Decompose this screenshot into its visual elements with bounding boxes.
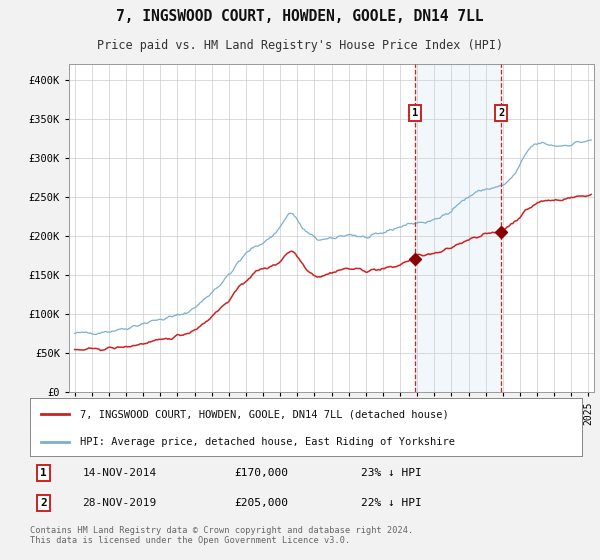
Bar <box>415 64 501 392</box>
Text: 14-NOV-2014: 14-NOV-2014 <box>82 468 157 478</box>
Text: 28-NOV-2019: 28-NOV-2019 <box>82 498 157 508</box>
Text: £205,000: £205,000 <box>234 498 288 508</box>
Text: 22% ↓ HPI: 22% ↓ HPI <box>361 498 422 508</box>
Text: Contains HM Land Registry data © Crown copyright and database right 2024.
This d: Contains HM Land Registry data © Crown c… <box>30 526 413 545</box>
Text: 23% ↓ HPI: 23% ↓ HPI <box>361 468 422 478</box>
Text: 2: 2 <box>498 108 504 118</box>
Text: HPI: Average price, detached house, East Riding of Yorkshire: HPI: Average price, detached house, East… <box>80 437 455 447</box>
Text: 1: 1 <box>40 468 47 478</box>
Text: Price paid vs. HM Land Registry's House Price Index (HPI): Price paid vs. HM Land Registry's House … <box>97 39 503 53</box>
Text: 7, INGSWOOD COURT, HOWDEN, GOOLE, DN14 7LL (detached house): 7, INGSWOOD COURT, HOWDEN, GOOLE, DN14 7… <box>80 409 448 419</box>
Text: £170,000: £170,000 <box>234 468 288 478</box>
Text: 1: 1 <box>412 108 418 118</box>
Text: 7, INGSWOOD COURT, HOWDEN, GOOLE, DN14 7LL: 7, INGSWOOD COURT, HOWDEN, GOOLE, DN14 7… <box>116 9 484 24</box>
Text: 2: 2 <box>40 498 47 508</box>
